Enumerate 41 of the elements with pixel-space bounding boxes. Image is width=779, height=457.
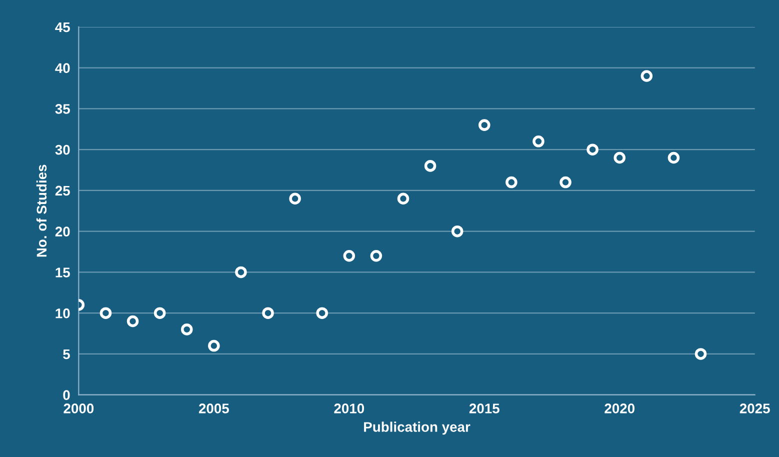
- point: [694, 348, 707, 360]
- point: [343, 250, 356, 262]
- y-tick-label: 15: [56, 268, 70, 278]
- point: [478, 119, 490, 131]
- x-tick-label: 2025: [740, 404, 770, 414]
- point: [262, 307, 274, 319]
- y-tick-label: 35: [55, 104, 70, 114]
- x-tick-label: 2020: [604, 404, 634, 414]
- point: [560, 176, 572, 188]
- y-tick-label: 0: [63, 390, 70, 400]
- x-tick-label: 2005: [198, 404, 229, 414]
- point: [370, 250, 382, 262]
- point: [424, 160, 436, 172]
- point: [614, 152, 626, 164]
- x-tick-label: 2000: [64, 404, 94, 414]
- point: [506, 176, 518, 188]
- point: [208, 340, 220, 352]
- y-tick-label: 5: [63, 349, 70, 360]
- y-axis-title: No. of Studies: [36, 164, 47, 257]
- point: [289, 192, 301, 205]
- point: [100, 307, 112, 319]
- point: [180, 324, 193, 336]
- point: [235, 266, 247, 278]
- x-tick-label: 2015: [469, 404, 500, 414]
- y-tick-label: 10: [56, 308, 70, 318]
- y-tick-label: 20: [55, 226, 70, 237]
- x-axis-title: Publication year: [364, 422, 470, 435]
- point: [668, 152, 680, 164]
- point: [126, 315, 139, 328]
- point: [316, 307, 328, 319]
- point: [586, 144, 598, 156]
- y-tick-label: 30: [55, 144, 70, 155]
- y-tick-label: 40: [55, 63, 70, 74]
- point: [397, 192, 410, 205]
- y-tick-label: 25: [55, 186, 70, 196]
- point: [154, 307, 166, 319]
- point: [640, 70, 653, 82]
- point: [532, 136, 544, 148]
- x-tick-label: 2010: [334, 404, 364, 414]
- point: [451, 225, 464, 238]
- y-tick-label: 45: [55, 22, 70, 32]
